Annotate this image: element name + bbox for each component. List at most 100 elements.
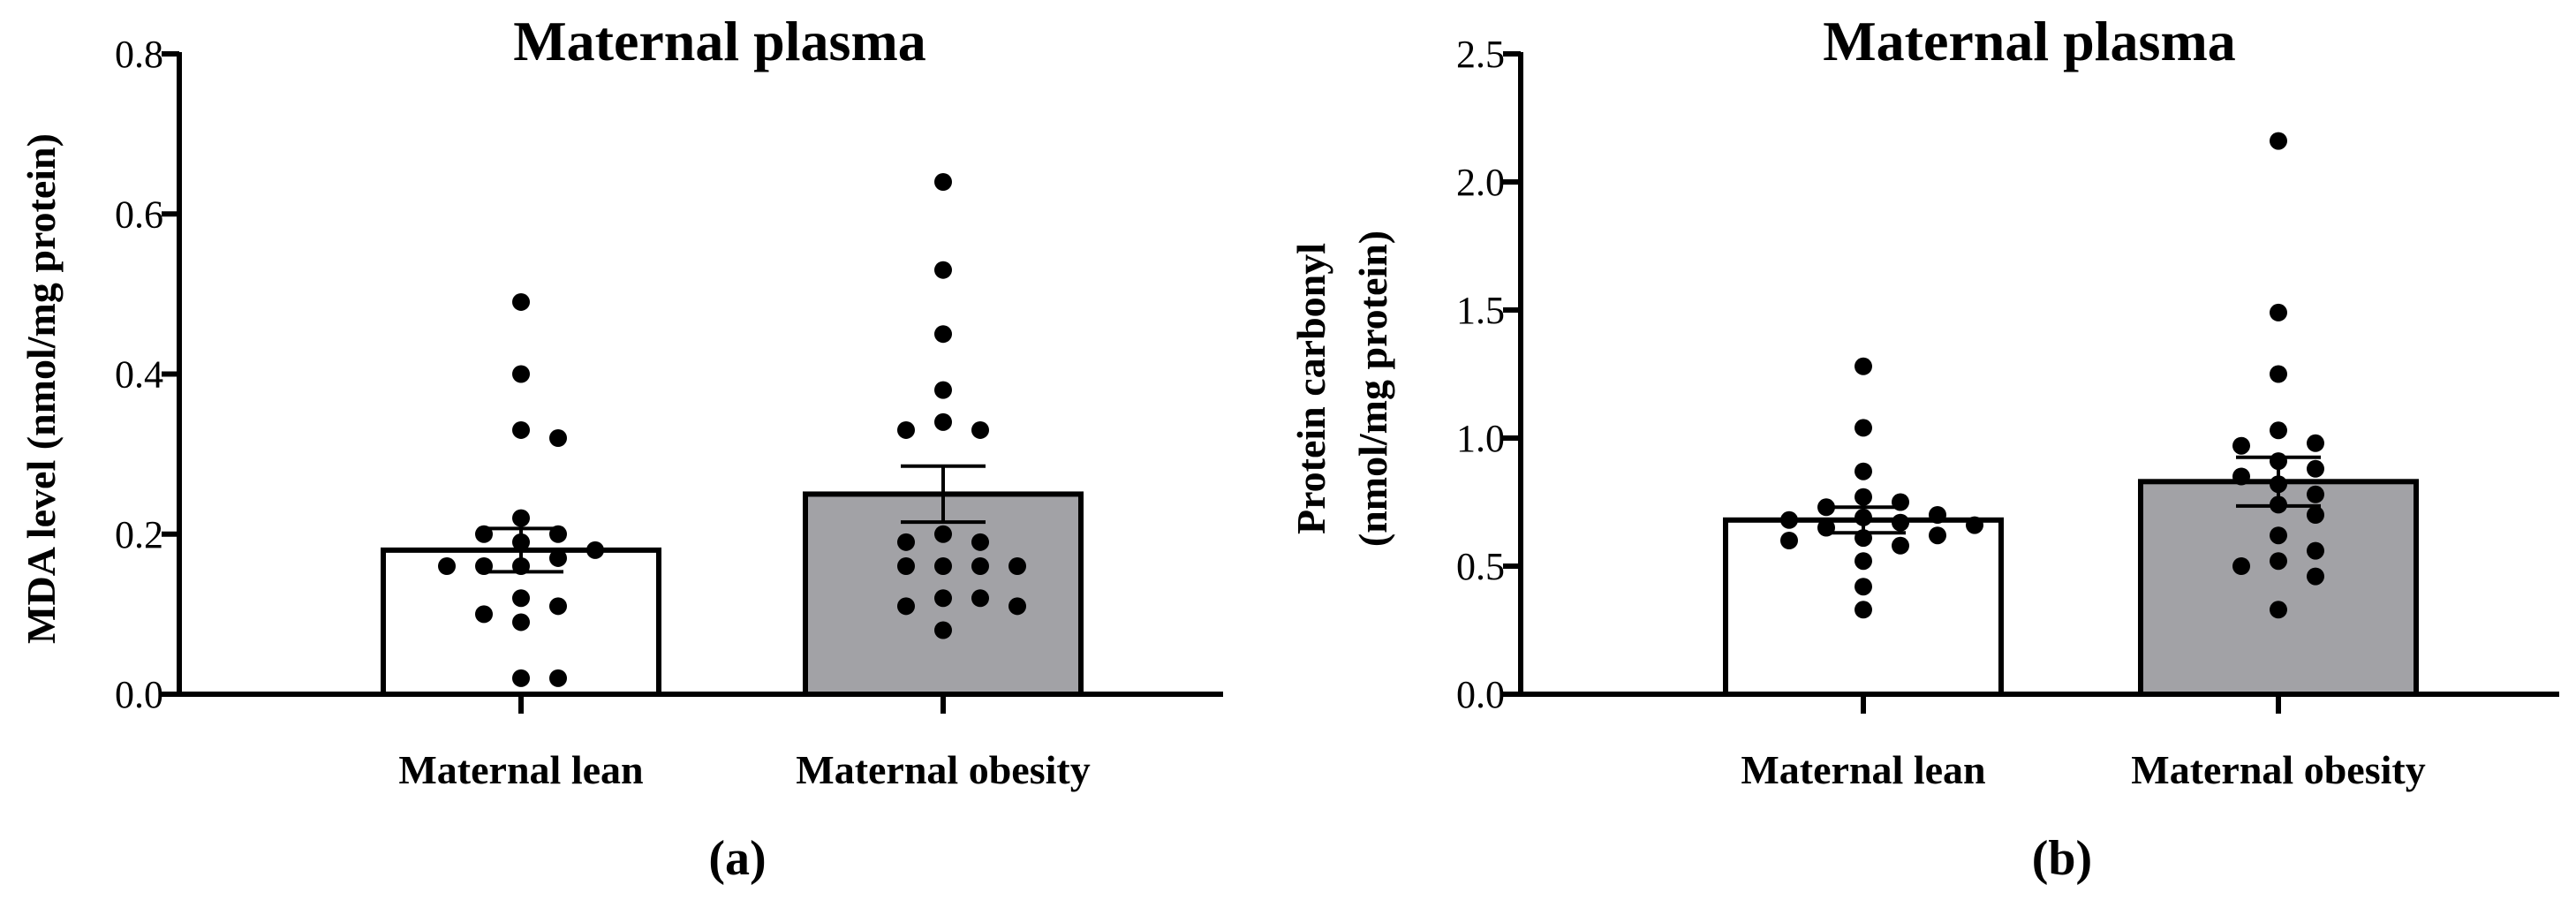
panel-a-data-point <box>1008 597 1026 616</box>
panel-a-data-point <box>586 541 604 559</box>
panel-b-data-point <box>1855 578 1872 596</box>
panel-a-data-point <box>475 557 493 575</box>
panel-a-y-tick-label: 0.4 <box>115 353 163 397</box>
panel-b-data-point <box>1817 518 1835 537</box>
panel-b-category-label: Maternal lean <box>1741 747 1985 792</box>
panel-b-data-point <box>1855 419 1872 437</box>
panel-b-data-point <box>1780 532 1798 549</box>
panel-b-y-tick-label: 0.5 <box>1456 545 1505 588</box>
panel-a-data-point <box>934 261 952 279</box>
panel-b-data-point <box>2307 541 2324 560</box>
panel-a-data-point <box>512 557 530 575</box>
panel-a-data-point <box>512 589 530 608</box>
panel-a-data-point <box>934 525 952 543</box>
panel-a-data-point <box>512 509 530 527</box>
panel-b-data-point <box>1892 536 1909 555</box>
panel-a-data-point <box>512 613 530 632</box>
panel-b-ylabel-line2: (nmol/mg protein) <box>1350 231 1395 547</box>
panel-b-data-point <box>2270 495 2287 514</box>
panel-b-data-point <box>1892 513 1909 532</box>
panel-a-chart: Maternal plasma MDA level (nmol/mg prote… <box>19 10 1223 886</box>
panel-b-axes: 0.0 0.5 1.0 1.5 2.0 2.5 <box>1456 33 2559 716</box>
panel-b-data-point <box>2270 526 2287 545</box>
panel-b-data-point <box>1892 493 1909 511</box>
panel-b-data-point <box>1929 526 1946 545</box>
panel-a-data-point <box>934 589 952 608</box>
panel-b-data-point <box>1929 506 1946 524</box>
panel-b-y-tick-label: 2.5 <box>1456 33 1505 76</box>
panel-b-title: Maternal plasma <box>1823 10 2236 72</box>
panel-b-bar <box>2138 479 2419 697</box>
panel-a-data-point <box>438 557 456 575</box>
panel-b-y-tick-label: 0.0 <box>1456 673 1505 716</box>
panel-a-y-tick-label: 0.6 <box>115 193 163 236</box>
panel-a-data-point <box>475 525 493 543</box>
panel-a-data-point <box>549 669 567 687</box>
panel-a-title: Maternal plasma <box>513 10 926 72</box>
panel-a-y-tick-label: 0.0 <box>115 673 163 716</box>
panel-a-data-point <box>512 365 530 383</box>
panel-b-data-point <box>2270 421 2287 440</box>
panel-a-data-point <box>897 597 915 616</box>
panel-a-y-tick-label: 0.8 <box>115 33 163 76</box>
panel-a-data-point <box>897 420 915 439</box>
panel-a-data-point <box>934 325 952 344</box>
panel-a-data-point <box>934 557 952 575</box>
panel-a-data-point <box>971 557 989 575</box>
panel-a-data-point <box>549 525 567 543</box>
panel-a-data-point <box>1008 557 1026 575</box>
panel-a-category-label: Maternal obesity <box>796 747 1090 792</box>
panel-a-data-point <box>971 589 989 608</box>
panel-b-ylabel-line1: Protein carbonyl <box>1288 243 1333 534</box>
panel-b-data-point <box>2270 303 2287 321</box>
panel-a-y-tick-label: 0.2 <box>115 513 163 556</box>
panel-a-data-point <box>934 381 952 399</box>
panel-a-data-point <box>897 533 915 551</box>
panel-b-category-label: Maternal obesity <box>2131 747 2425 792</box>
panel-b-label: (b) <box>2032 831 2092 886</box>
panel-b-data-point <box>2270 552 2287 571</box>
panel-b-data-point <box>1855 488 1872 506</box>
panel-a-data-point <box>934 412 952 431</box>
panel-b-data-point <box>2232 557 2250 575</box>
panel-b-data-point <box>1855 552 1872 571</box>
panel-b-y-tick-label: 1.0 <box>1456 417 1505 460</box>
panel-a-data-point <box>512 669 530 687</box>
panel-b-data-point <box>2270 132 2287 150</box>
panel-a-data-point <box>549 597 567 616</box>
panel-a-data-point <box>971 533 989 551</box>
panel-a-data-point <box>897 557 915 575</box>
panel-b-data-point <box>2307 485 2324 503</box>
panel-a-data-point <box>934 173 952 191</box>
panel-b-data-point <box>2232 467 2250 486</box>
panel-a-data-point <box>971 420 989 439</box>
panel-b-data-point <box>1855 601 1872 619</box>
panel-a-data-point <box>475 605 493 624</box>
panel-b-data-point <box>1855 462 1872 480</box>
panel-a-data-point <box>549 429 567 447</box>
panel-b-data-point <box>2307 567 2324 586</box>
panel-b-data-point <box>2270 601 2287 619</box>
panel-a-ylabel: MDA level (nmol/mg protein) <box>19 133 64 644</box>
panel-a-data-point <box>512 420 530 439</box>
panel-b-chart: Maternal plasma Protein carbonyl (nmol/m… <box>1288 10 2559 886</box>
panel-b-data-point <box>2270 475 2287 494</box>
panel-b-data-point <box>1855 529 1872 548</box>
panel-a-data-point <box>512 533 530 551</box>
panel-b-y-tick-label: 2.0 <box>1456 161 1505 204</box>
panel-b-data-point <box>1780 511 1798 529</box>
panel-b-y-tick-label: 1.5 <box>1456 289 1505 332</box>
panel-b-data-point <box>1966 516 1983 534</box>
panel-b-data-point <box>1817 498 1835 517</box>
panel-b-data-point <box>2270 365 2287 383</box>
panel-a-data-point <box>934 621 952 639</box>
panel-a-category-label: Maternal lean <box>398 747 643 792</box>
panel-b-data-point <box>2232 436 2250 455</box>
panel-b-data-point <box>2270 452 2287 471</box>
panel-b-data-point <box>1855 357 1872 375</box>
panel-b-data-point <box>2307 459 2324 478</box>
panel-a-data-point <box>512 292 530 311</box>
panel-a-label: (a) <box>708 831 766 886</box>
panel-b-data-point <box>1855 508 1872 526</box>
